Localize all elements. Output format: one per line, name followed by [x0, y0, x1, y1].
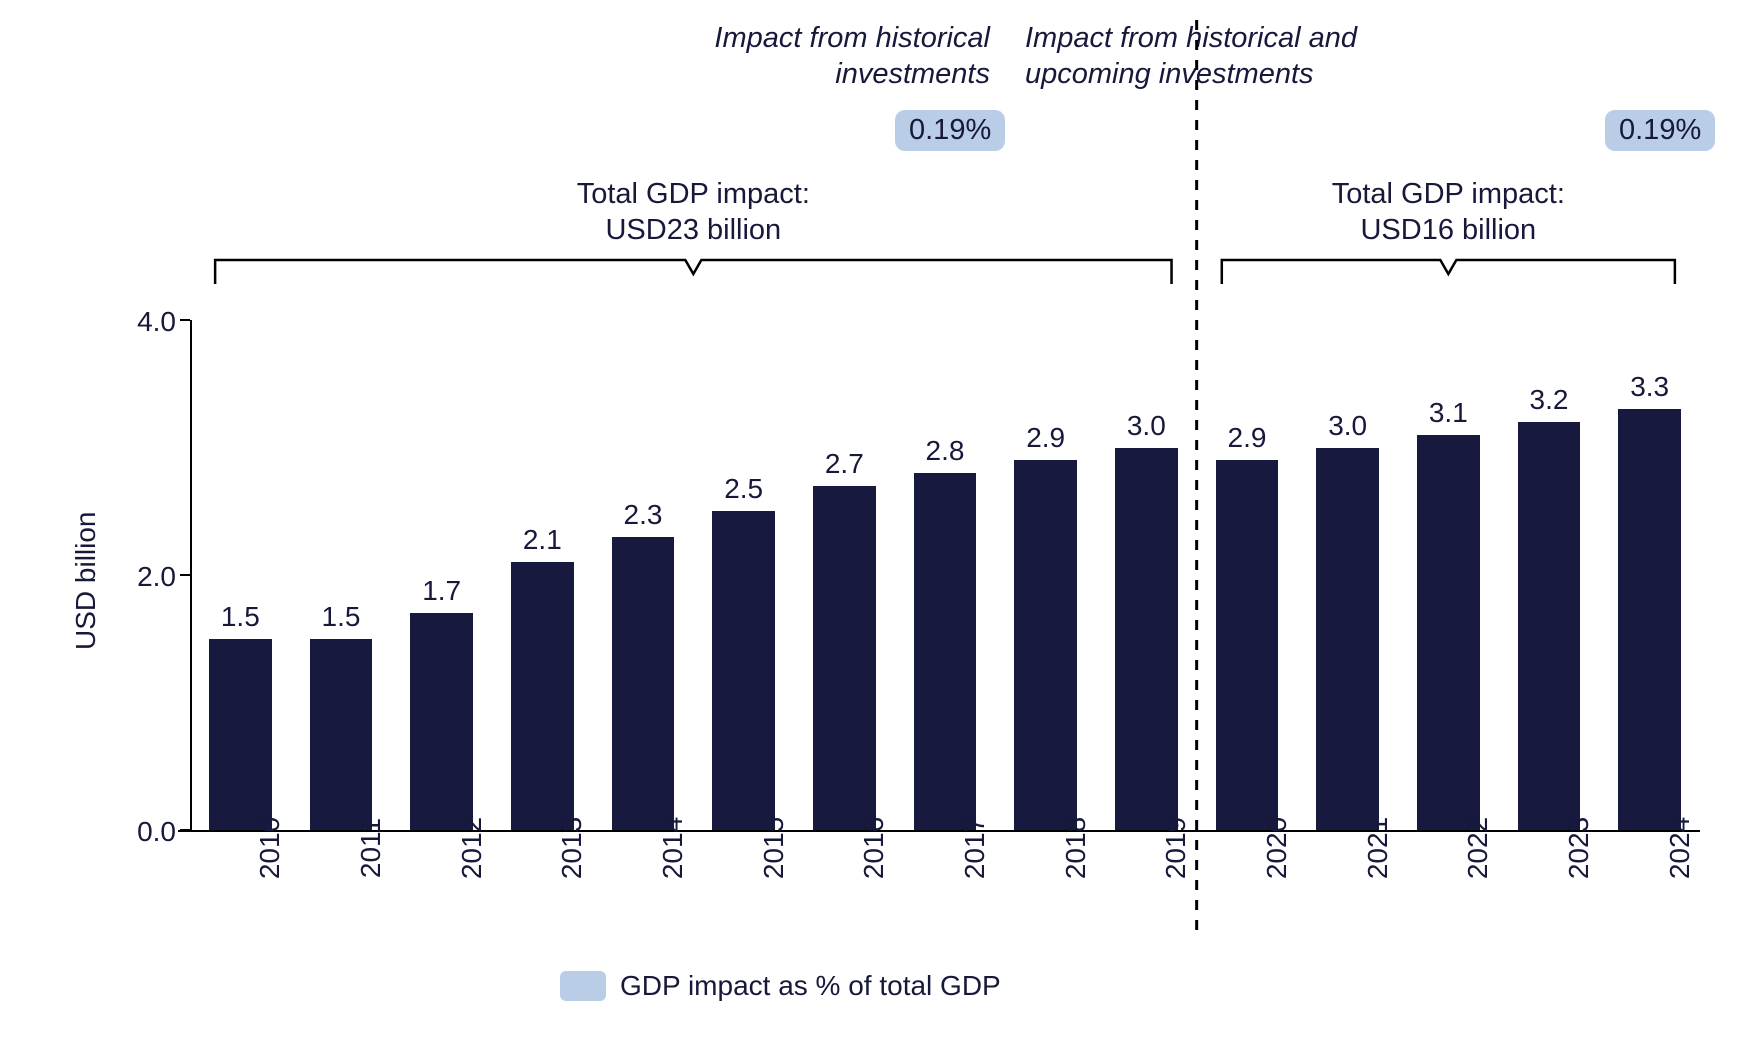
- x-tick-label: 2022: [1462, 817, 1494, 879]
- bar: [1115, 448, 1177, 831]
- bar-value-label: 2.8: [926, 435, 965, 467]
- bar: [1618, 409, 1680, 830]
- x-tick-label: 2014: [657, 817, 689, 879]
- bar: [1518, 422, 1580, 830]
- bar: [209, 639, 271, 830]
- bar-value-label: 2.1: [523, 524, 562, 556]
- x-tick-label: 2016: [858, 817, 890, 879]
- bar-value-label: 1.5: [221, 601, 260, 633]
- bar-value-label: 2.7: [825, 448, 864, 480]
- x-tick-label: 2013: [556, 817, 588, 879]
- bar-value-label: 2.9: [1026, 422, 1065, 454]
- legend-swatch: [560, 971, 606, 1001]
- bar: [612, 537, 674, 830]
- bar: [310, 639, 372, 830]
- bar: [1216, 460, 1278, 830]
- bar: [813, 486, 875, 830]
- x-tick-label: 2019: [1160, 817, 1192, 879]
- divider-line: [0, 0, 1756, 1042]
- bar: [511, 562, 573, 830]
- chart-container: Impact from historicalinvestments Impact…: [0, 0, 1756, 1042]
- bar-value-label: 2.3: [624, 499, 663, 531]
- x-tick-label: 2023: [1563, 817, 1595, 879]
- x-tick-label: 2020: [1261, 817, 1293, 879]
- x-tick-label: 2011: [355, 818, 387, 878]
- bar: [1316, 448, 1378, 831]
- bar-value-label: 2.5: [724, 473, 763, 505]
- bar-value-label: 2.9: [1228, 422, 1267, 454]
- x-tick-label: 2017: [959, 817, 991, 879]
- bar: [712, 511, 774, 830]
- bar: [1014, 460, 1076, 830]
- x-tick-label: 2015: [758, 817, 790, 879]
- bar: [410, 613, 472, 830]
- legend-label: GDP impact as % of total GDP: [620, 970, 1001, 1002]
- bar-value-label: 3.1: [1429, 397, 1468, 429]
- bar-value-label: 1.7: [422, 575, 461, 607]
- bar: [1417, 435, 1479, 830]
- bar-value-label: 1.5: [322, 601, 361, 633]
- bar: [914, 473, 976, 830]
- bar-value-label: 3.0: [1328, 410, 1367, 442]
- x-tick-label: 2012: [456, 817, 488, 879]
- x-tick-label: 2021: [1362, 817, 1394, 879]
- x-tick-label: 2010: [254, 817, 286, 879]
- bar-value-label: 3.3: [1630, 371, 1669, 403]
- x-tick-label: 2018: [1060, 817, 1092, 879]
- x-tick-label: 2024: [1664, 817, 1696, 879]
- bar-value-label: 3.0: [1127, 410, 1166, 442]
- legend: GDP impact as % of total GDP: [560, 970, 1001, 1002]
- bar-value-label: 3.2: [1530, 384, 1569, 416]
